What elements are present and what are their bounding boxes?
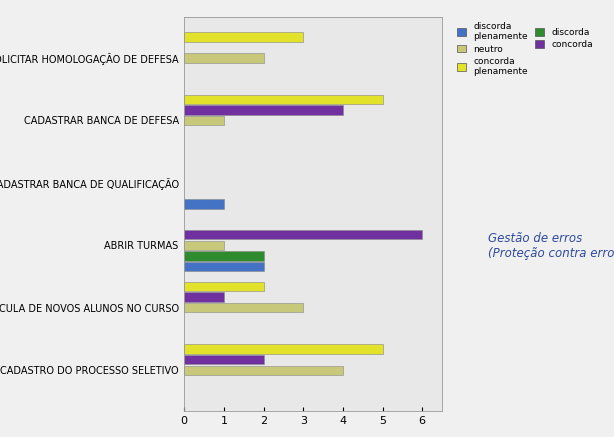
Bar: [184, 105, 343, 114]
Bar: [184, 116, 224, 125]
Bar: [184, 32, 303, 42]
Bar: [184, 303, 303, 312]
Bar: [184, 262, 263, 271]
Text: Gestão de erros
(Proteção contra erros): Gestão de erros (Proteção contra erros): [488, 232, 614, 260]
Bar: [184, 365, 343, 375]
Bar: [184, 94, 383, 104]
Bar: [184, 355, 263, 364]
Bar: [184, 241, 224, 250]
Bar: [184, 230, 422, 239]
Bar: [184, 251, 263, 260]
Bar: [184, 282, 263, 291]
Bar: [184, 53, 263, 63]
Bar: [184, 292, 224, 302]
Bar: [184, 344, 383, 354]
Bar: [184, 199, 224, 209]
Legend: discorda
plenamente, neutro, concorda
plenamente, discorda, concorda: discorda plenamente, neutro, concorda pl…: [457, 22, 593, 76]
